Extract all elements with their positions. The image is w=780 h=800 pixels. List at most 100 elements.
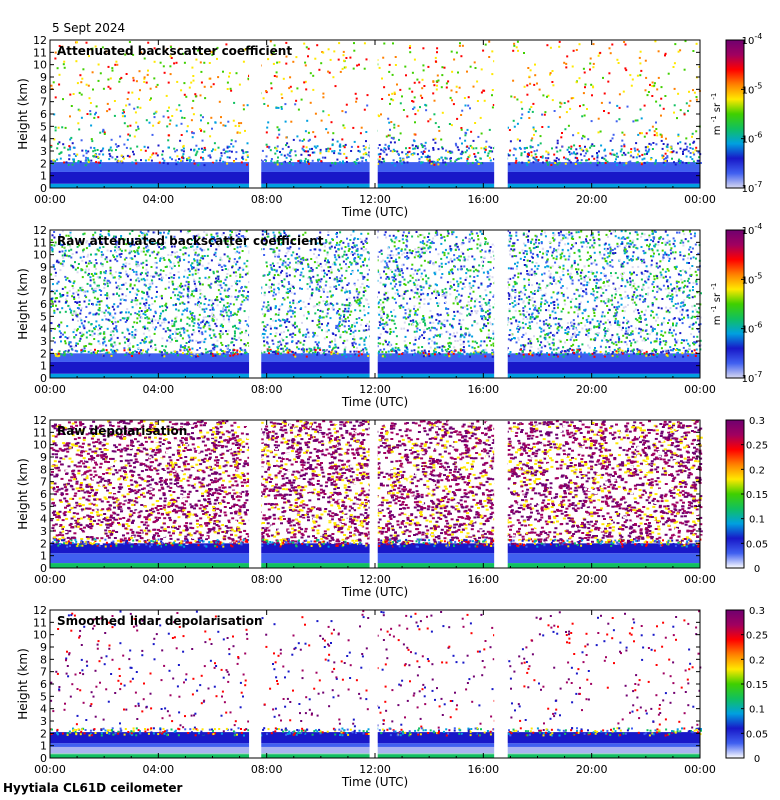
colorbar: 10-4 10-5 10-6 10-7 m -1 sr -1 xyxy=(710,222,762,385)
y-tick-label: 3 xyxy=(40,525,47,538)
y-tick-label: 2 xyxy=(40,727,47,740)
y-tick-label: 4 xyxy=(40,513,47,526)
x-tick-label: 20:00 xyxy=(576,193,608,206)
colorbar-tick-label: 0.05 xyxy=(746,729,768,740)
y-tick-label: 10 xyxy=(33,59,47,72)
colorbar-tick-label: 0.2 xyxy=(749,465,765,476)
y-tick-label: 12 xyxy=(33,604,47,617)
y-tick-label: 8 xyxy=(40,463,47,476)
y-tick-label: 4 xyxy=(40,133,47,146)
y-tick-label: 6 xyxy=(40,298,47,311)
panel-title: Raw depolarisation xyxy=(57,424,187,438)
colorbar-tick-label: 0.25 xyxy=(746,631,768,642)
x-tick-label: 04:00 xyxy=(142,763,174,776)
y-tick-label: 10 xyxy=(33,629,47,642)
colorbar: 0.3 0.25 0.2 0.15 0.1 0.05 0 xyxy=(725,606,768,765)
x-tick-label: 08:00 xyxy=(251,763,283,776)
date-label: 5 Sept 2024 xyxy=(52,21,126,35)
y-tick-label: 8 xyxy=(40,653,47,666)
y-tick-label: 12 xyxy=(33,34,47,47)
y-tick-label: 1 xyxy=(40,550,47,563)
y-tick-label: 1 xyxy=(40,740,47,753)
x-tick-label: 16:00 xyxy=(467,573,499,586)
y-tick-label: 3 xyxy=(40,335,47,348)
colorbar-tick-label: 0 xyxy=(754,564,760,575)
data-gap xyxy=(494,610,508,758)
x-tick-label: 08:00 xyxy=(251,383,283,396)
panel-title: Smoothed lidar depolarisation xyxy=(57,614,263,628)
y-tick-label: 3 xyxy=(40,145,47,158)
colorbar-tick-label: 10-5 xyxy=(742,81,763,96)
x-tick-label: 12:00 xyxy=(359,573,391,586)
y-tick-label: 2 xyxy=(40,537,47,550)
x-tick-label: 16:00 xyxy=(467,193,499,206)
y-tick-label: 1 xyxy=(40,360,47,373)
panel-title: Raw attenuated backscatter coefficient xyxy=(57,234,324,248)
y-tick-label: 10 xyxy=(33,249,47,262)
x-tick-label: 20:00 xyxy=(576,763,608,776)
colorbar-ramp xyxy=(725,229,745,379)
colorbar-tick-label: 0.3 xyxy=(749,606,765,617)
colorbar-tick-exp: -7 xyxy=(754,180,762,189)
y-tick-label: 5 xyxy=(40,500,47,513)
data-gap xyxy=(249,420,262,568)
x-tick-label: 00:00 xyxy=(34,763,66,776)
x-tick-label: 00:00 xyxy=(684,573,716,586)
data-gap xyxy=(494,40,508,188)
x-tick-label: 20:00 xyxy=(576,573,608,586)
x-tick-label: 00:00 xyxy=(684,193,716,206)
colorbar-tick-label: 0.05 xyxy=(746,539,768,550)
y-tick-label: 4 xyxy=(40,323,47,336)
y-tick-label: 0 xyxy=(40,752,47,765)
colorbar-tick-exp: -4 xyxy=(754,222,762,231)
y-tick-label: 12 xyxy=(33,414,47,427)
x-axis-label: Time (UTC) xyxy=(341,205,408,219)
y-tick-label: 0 xyxy=(40,372,47,385)
y-tick-label: 2 xyxy=(40,347,47,360)
y-axis-label: Height (km) xyxy=(16,78,30,149)
data-gap xyxy=(249,230,262,378)
panel-title: Attenuated backscatter coefficient xyxy=(57,44,292,58)
y-tick-label: 11 xyxy=(33,426,47,439)
y-tick-label: 4 xyxy=(40,703,47,716)
data-gap xyxy=(494,230,508,378)
y-tick-label: 5 xyxy=(40,310,47,323)
y-tick-label: 5 xyxy=(40,120,47,133)
x-axis-label: Time (UTC) xyxy=(341,585,408,599)
x-tick-label: 00:00 xyxy=(34,383,66,396)
y-tick-label: 6 xyxy=(40,678,47,691)
y-tick-label: 11 xyxy=(33,46,47,59)
colorbar-tick-exp: -7 xyxy=(754,370,762,379)
y-tick-label: 9 xyxy=(40,451,47,464)
y-tick-label: 8 xyxy=(40,83,47,96)
x-tick-label: 12:00 xyxy=(359,193,391,206)
x-tick-label: 12:00 xyxy=(359,763,391,776)
colorbar-tick-label: 10-6 xyxy=(742,131,763,146)
colorbar-tick-label: 0.15 xyxy=(746,680,768,691)
colorbar-tick-label: 10-4 xyxy=(742,32,763,47)
x-axis-label: Time (UTC) xyxy=(341,395,408,409)
data-gap xyxy=(369,230,378,378)
colorbar-tick-label: 0.1 xyxy=(749,515,765,526)
colorbar-tick-label: 10-5 xyxy=(742,271,763,286)
y-tick-label: 2 xyxy=(40,157,47,170)
data-gap xyxy=(494,420,508,568)
y-tick-label: 7 xyxy=(40,286,47,299)
data-gap xyxy=(249,40,262,188)
x-tick-label: 04:00 xyxy=(142,193,174,206)
y-tick-label: 7 xyxy=(40,96,47,109)
x-tick-label: 08:00 xyxy=(251,193,283,206)
y-tick-label: 1 xyxy=(40,170,47,183)
y-tick-label: 0 xyxy=(40,562,47,575)
colorbar-tick-label: 0.1 xyxy=(749,705,765,716)
instrument-footer: Hyytiala CL61D ceilometer xyxy=(3,781,183,795)
x-tick-label: 04:00 xyxy=(142,383,174,396)
data-gap xyxy=(249,610,262,758)
colorbar-ramp xyxy=(725,39,745,189)
x-tick-label: 16:00 xyxy=(467,763,499,776)
colorbar-tick-exp: -4 xyxy=(754,32,762,41)
x-tick-label: 20:00 xyxy=(576,383,608,396)
y-tick-label: 3 xyxy=(40,715,47,728)
